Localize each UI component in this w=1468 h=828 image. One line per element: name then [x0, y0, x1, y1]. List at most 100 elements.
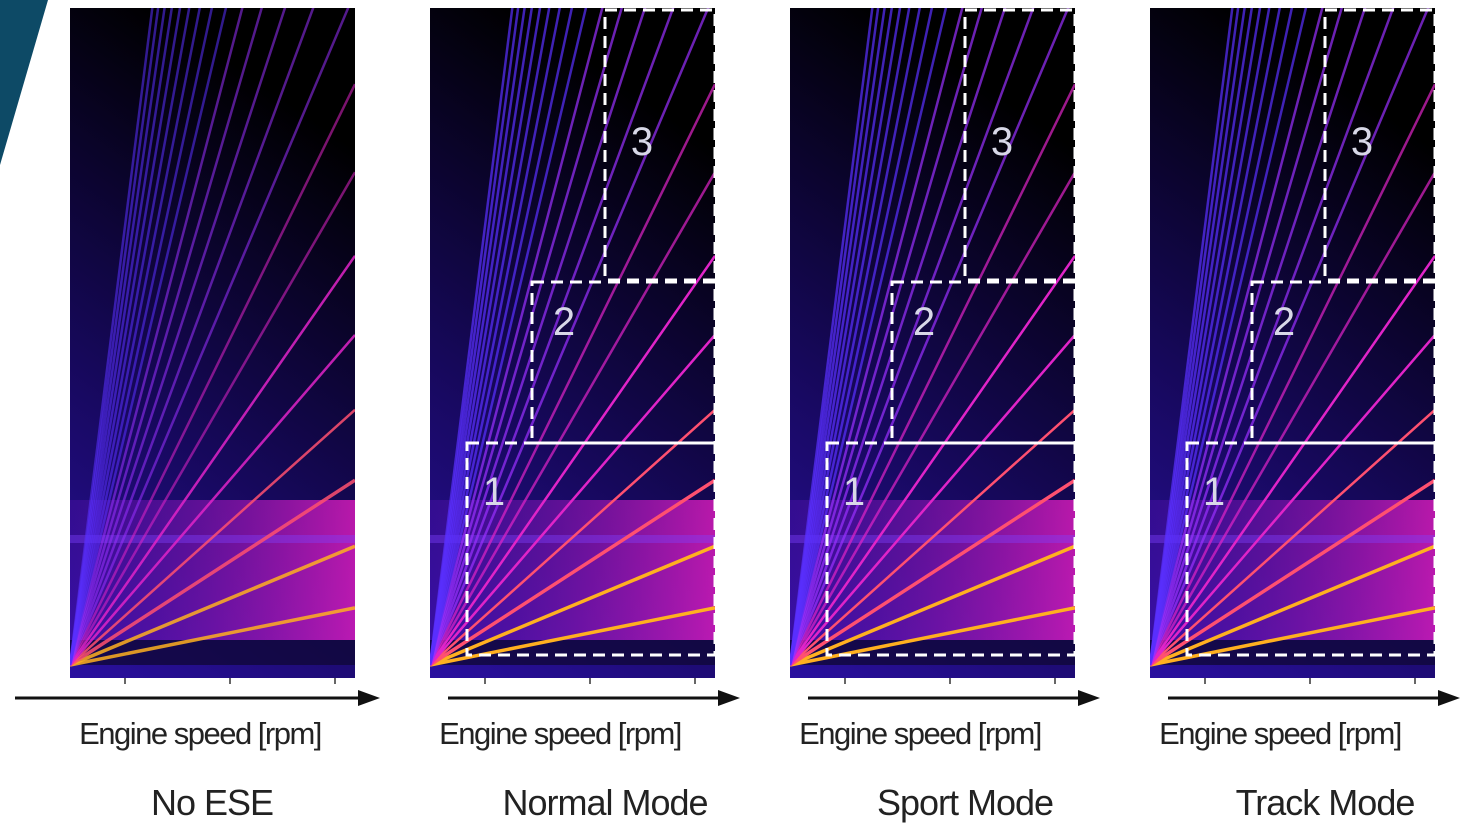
zone-label: 3 — [631, 120, 653, 164]
harmonic-line — [1150, 8, 1324, 666]
harmonic-line — [430, 8, 542, 666]
panel-caption: Sport Mode — [877, 782, 1053, 823]
harmonic-line — [1150, 478, 1435, 667]
zone-label: 3 — [991, 120, 1013, 164]
harmonic-line — [70, 8, 166, 666]
harmonic-line — [1150, 8, 1240, 666]
harmonic-line — [1150, 8, 1271, 666]
harmonic-line — [430, 83, 715, 666]
harmonic-line — [790, 255, 1075, 666]
harmonic-line — [790, 171, 1075, 666]
harmonic-line — [790, 478, 1075, 667]
harmonic-line — [1150, 544, 1435, 667]
harmonic-line — [1150, 8, 1282, 666]
zone-label: 1 — [843, 470, 865, 514]
harmonic-line — [1150, 8, 1254, 666]
harmonic-line — [70, 8, 228, 666]
harmonic-line — [430, 408, 715, 666]
harmonic-line — [70, 8, 263, 666]
harmonic-line — [790, 8, 983, 666]
harmonic-line — [430, 8, 574, 666]
spectrogram — [1150, 8, 1435, 678]
harmonic-line — [430, 8, 647, 666]
harmonic-line — [1150, 408, 1435, 666]
harmonic-line — [790, 83, 1075, 666]
harmonic-line — [1150, 8, 1395, 666]
harmonic-line — [1150, 8, 1308, 666]
harmonic-line — [790, 408, 1075, 666]
harmonic-line — [430, 8, 520, 666]
harmonic-line — [1150, 8, 1262, 666]
harmonic-line — [70, 255, 355, 666]
axis-label: Engine speed [rpm] — [79, 716, 321, 751]
harmonic-line — [430, 8, 588, 666]
harmonic-line — [430, 8, 551, 666]
axis-label: Engine speed [rpm] — [1159, 716, 1401, 751]
harmonic-line — [430, 334, 715, 666]
harmonic-line — [430, 8, 534, 666]
panel-caption: Track Mode — [1236, 782, 1415, 823]
harmonic-line — [70, 8, 244, 666]
harmonic-line — [790, 8, 964, 666]
axis-label: Engine speed [rpm] — [439, 716, 681, 751]
axis-label: Engine speed [rpm] — [799, 716, 1041, 751]
harmonic-line — [790, 606, 1075, 667]
harmonic-line — [430, 606, 715, 667]
harmonic-line — [70, 8, 191, 666]
harmonic-line — [1150, 8, 1343, 666]
harmonic-line — [430, 171, 715, 666]
harmonic-line — [1150, 8, 1367, 666]
harmonic-line — [430, 544, 715, 667]
arrow-head — [358, 690, 380, 706]
zone-label: 3 — [1351, 120, 1373, 164]
harmonic-line — [70, 8, 214, 666]
harmonic-line — [430, 255, 715, 666]
harmonic-line — [790, 8, 1070, 666]
zone-label: 1 — [483, 470, 505, 514]
zone-label: 2 — [1273, 300, 1295, 344]
harmonic-line — [790, 8, 1007, 666]
arrow-head — [718, 690, 740, 706]
harmonic-line — [70, 8, 287, 666]
arrow-head — [1438, 690, 1460, 706]
harmonic-line — [1150, 8, 1294, 666]
harmonic-line — [70, 606, 355, 667]
low-band — [1150, 640, 1435, 665]
harmonic-line — [430, 8, 623, 666]
harmonic-line — [790, 8, 1035, 666]
harmonic-line — [430, 8, 604, 666]
panel-caption: Normal Mode — [502, 782, 707, 823]
harmonic-line — [790, 8, 948, 666]
harmonic-line — [790, 8, 934, 666]
harmonic-line — [1150, 8, 1234, 666]
harmonic-line — [70, 171, 355, 666]
harmonic-line — [70, 83, 355, 666]
harmonic-line — [790, 8, 911, 666]
harmonic-line — [70, 8, 350, 666]
harmonic-line — [70, 8, 202, 666]
harmonic-line — [790, 8, 922, 666]
harmonic-line — [790, 334, 1075, 666]
harmonic-line — [790, 8, 894, 666]
harmonic-line — [430, 478, 715, 667]
harmonic-line — [70, 334, 355, 666]
panel-caption: No ESE — [151, 782, 273, 823]
harmonic-line — [70, 478, 355, 667]
harmonic-line — [790, 8, 902, 666]
slide-decoration — [0, 0, 48, 165]
harmonic-line — [430, 8, 514, 666]
harmonic-line — [70, 8, 174, 666]
harmonic-line — [1150, 171, 1435, 666]
harmonic-line — [430, 8, 562, 666]
harmonic-line — [70, 408, 355, 666]
low-band — [70, 640, 355, 665]
harmonic-line — [1150, 255, 1435, 666]
zone-label: 1 — [1203, 470, 1225, 514]
low-band — [790, 640, 1075, 665]
harmonic-line — [1150, 8, 1246, 666]
harmonic-line — [1150, 83, 1435, 666]
harmonic-line — [70, 8, 182, 666]
harmonic-line — [1150, 334, 1435, 666]
harmonic-line — [790, 8, 874, 666]
